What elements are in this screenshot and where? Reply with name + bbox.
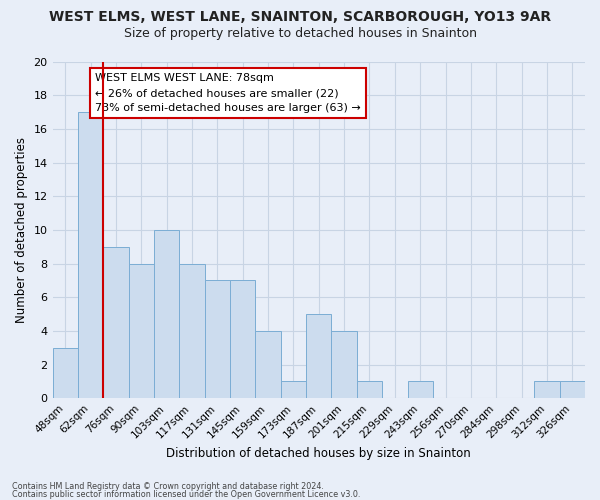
Bar bbox=[560, 382, 585, 398]
Bar bbox=[357, 382, 382, 398]
Bar bbox=[78, 112, 103, 399]
Y-axis label: Number of detached properties: Number of detached properties bbox=[15, 137, 28, 323]
Bar bbox=[205, 280, 230, 398]
Text: Contains public sector information licensed under the Open Government Licence v3: Contains public sector information licen… bbox=[12, 490, 361, 499]
Text: WEST ELMS WEST LANE: 78sqm
← 26% of detached houses are smaller (22)
73% of semi: WEST ELMS WEST LANE: 78sqm ← 26% of deta… bbox=[95, 74, 361, 113]
Bar bbox=[306, 314, 331, 398]
Bar bbox=[407, 382, 433, 398]
Text: Contains HM Land Registry data © Crown copyright and database right 2024.: Contains HM Land Registry data © Crown c… bbox=[12, 482, 324, 491]
Bar bbox=[154, 230, 179, 398]
Bar bbox=[179, 264, 205, 398]
Text: Size of property relative to detached houses in Snainton: Size of property relative to detached ho… bbox=[124, 28, 476, 40]
Bar bbox=[128, 264, 154, 398]
Bar bbox=[53, 348, 78, 399]
Bar bbox=[256, 331, 281, 398]
Bar bbox=[281, 382, 306, 398]
Bar bbox=[534, 382, 560, 398]
Text: WEST ELMS, WEST LANE, SNAINTON, SCARBOROUGH, YO13 9AR: WEST ELMS, WEST LANE, SNAINTON, SCARBORO… bbox=[49, 10, 551, 24]
Bar bbox=[103, 247, 128, 398]
Bar bbox=[230, 280, 256, 398]
X-axis label: Distribution of detached houses by size in Snainton: Distribution of detached houses by size … bbox=[166, 447, 471, 460]
Bar bbox=[331, 331, 357, 398]
